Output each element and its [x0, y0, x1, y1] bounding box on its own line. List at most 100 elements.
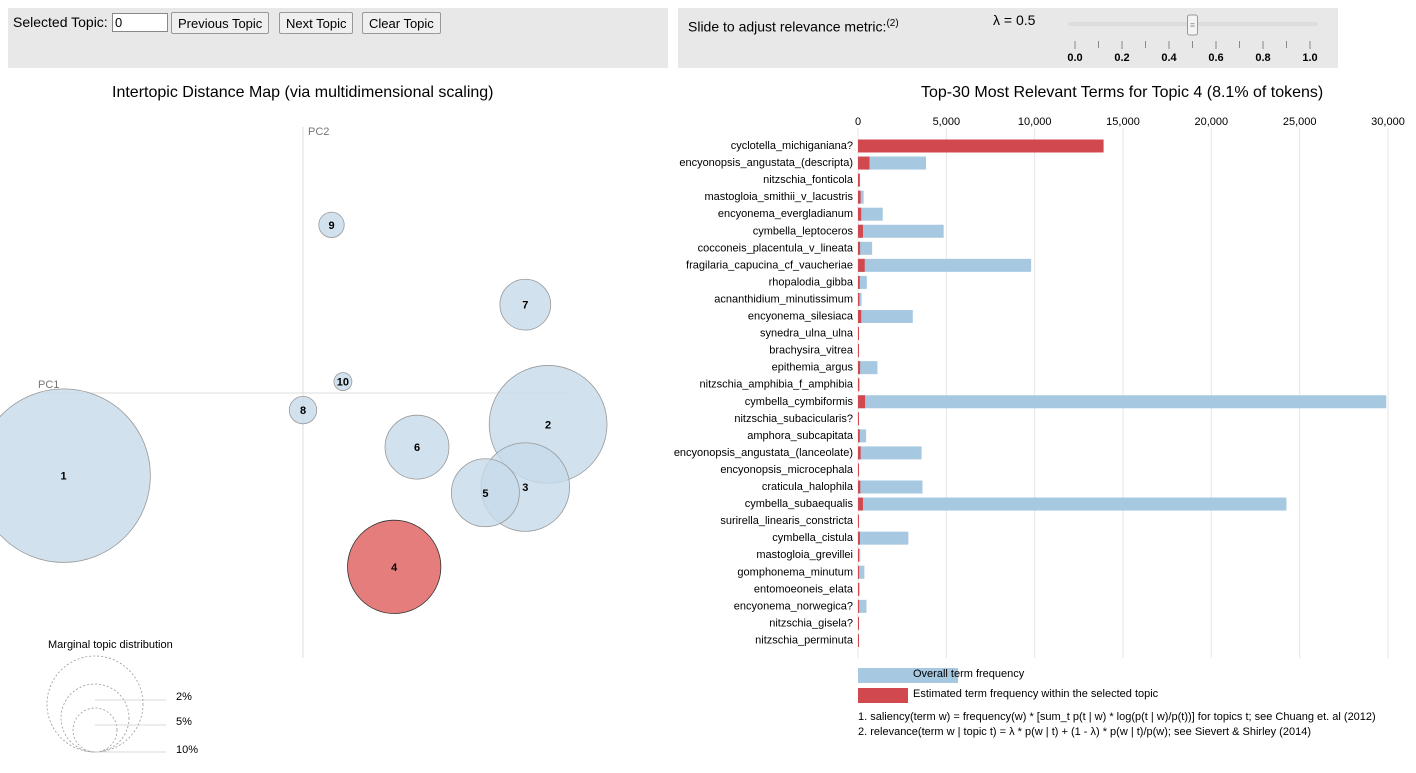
term-label[interactable]: synedra_ulna_ulna	[760, 328, 854, 340]
term-label[interactable]: encyonopsis_angustata_(descripta)	[679, 157, 853, 169]
topic-label-8: 8	[300, 405, 306, 417]
overall-frequency-bar	[858, 497, 1287, 511]
bar-chart-title: Top-30 Most Relevant Terms for Topic 4 (…	[921, 84, 1324, 101]
overall-frequency-bar	[858, 446, 922, 460]
term-label[interactable]: encyonema_norwegica?	[734, 600, 853, 612]
overall-frequency-bar	[858, 292, 862, 306]
topic-frequency-bar	[858, 548, 860, 562]
term-label[interactable]: epithemia_argus	[772, 362, 854, 374]
topic-frequency-bar	[858, 258, 865, 272]
selected-topic-input[interactable]	[112, 13, 168, 32]
term-label[interactable]: encyonema_silesiaca	[748, 311, 854, 323]
legend-overall-swatch	[858, 668, 958, 683]
slider-tick-label: 0.2	[1114, 52, 1129, 64]
relevance-footnote: (2)	[886, 18, 899, 29]
topic-circle-7[interactable]	[499, 278, 552, 331]
slider-tick-label: 0.0	[1067, 52, 1082, 64]
term-label[interactable]: brachysira_vitrea	[769, 345, 854, 357]
term-label[interactable]: encyonopsis_microcephala	[720, 464, 854, 476]
lambda-value: λ = 0.5	[993, 12, 1036, 28]
lambda-slider[interactable]: 0.0 0.2 0.4 0.6 0.8 1.0 ≡	[1067, 14, 1318, 64]
topic-circles[interactable]: 1 2 3 4 5 6 7 8 9 10	[0, 211, 608, 614]
relevance-note: 2. relevance(term w | topic t) = λ * p(w…	[858, 726, 1311, 738]
topic-frequency-bar	[858, 582, 859, 596]
term-label[interactable]: nitzschia_perminuta	[755, 634, 854, 646]
marginal-label: 5%	[176, 716, 192, 728]
topic-frequency-bar	[858, 395, 866, 409]
topic-frequency-bar	[858, 139, 1104, 153]
overall-frequency-bar	[858, 531, 909, 545]
term-label[interactable]: nitzschia_subacicularis?	[734, 413, 853, 425]
topic-circle-8[interactable]	[288, 395, 318, 425]
term-label[interactable]: cymbella_leptoceros	[753, 225, 854, 237]
term-label[interactable]: fragilaria_capucina_cf_vaucheriae	[686, 259, 853, 271]
topic-frequency-bar	[858, 207, 862, 221]
term-label[interactable]: rhopalodia_gibba	[769, 276, 854, 288]
topic-frequency-bar	[858, 446, 861, 460]
topic-frequency-bar	[858, 412, 859, 426]
x-tick-label: 20,000	[1195, 116, 1229, 128]
previous-topic-button[interactable]: Previous Topic	[171, 12, 270, 34]
topic-circle-9[interactable]	[318, 211, 345, 238]
term-label[interactable]: cocconeis_placentula_v_lineata	[698, 242, 854, 254]
overall-frequency-bar	[858, 241, 873, 255]
topic-frequency-bar	[858, 275, 860, 289]
term-label[interactable]: mastogloia_grevillei	[756, 549, 853, 561]
marginal-topic-distribution: Marginal topic distribution 2% 5% 10%	[46, 639, 198, 756]
topic-frequency-bar	[858, 241, 861, 255]
map-axes: PC2 PC1	[38, 126, 568, 658]
term-label[interactable]: nitzschia_gisela?	[769, 617, 853, 629]
term-label[interactable]: amphora_subcapitata	[747, 430, 854, 442]
term-label[interactable]: cymbella_cymbiformis	[745, 396, 854, 408]
slider-grip-icon: ≡	[1190, 20, 1195, 30]
term-label[interactable]: acnanthidium_minutissimum	[714, 293, 853, 305]
term-label[interactable]: nitzschia_amphibia_f_amphibia	[700, 379, 854, 391]
term-label[interactable]: entomoeoneis_elata	[754, 583, 854, 595]
term-label[interactable]: cyclotella_michiganiana?	[731, 140, 853, 152]
marginal-circle	[60, 683, 130, 753]
x-tick-label: 0	[855, 116, 861, 128]
term-label[interactable]: surirella_linearis_constricta	[720, 515, 854, 527]
topic-circle-1[interactable]	[0, 388, 151, 563]
overall-frequency-bar	[858, 599, 867, 613]
term-label[interactable]: nitzschia_fonticola	[763, 174, 854, 186]
topic-circle-5[interactable]	[450, 458, 520, 528]
topic-label-4: 4	[391, 562, 398, 574]
x-tick-label: 10,000	[1018, 116, 1052, 128]
selected-topic-label: Selected Topic:	[13, 14, 108, 30]
slider-tick-label: 0.6	[1208, 52, 1223, 64]
marginal-title: Marginal topic distribution	[48, 639, 173, 651]
term-label[interactable]: cymbella_subaequalis	[745, 498, 854, 510]
topic-frequency-bar	[858, 599, 860, 613]
topic-frequency-bar	[858, 480, 861, 494]
topic-label-5: 5	[482, 488, 488, 500]
topic-label-3: 3	[522, 482, 528, 494]
term-label[interactable]: encyonopsis_angustata_(lanceolate)	[674, 447, 853, 459]
topic-frequency-bar	[858, 190, 861, 204]
clear-topic-button[interactable]: Clear Topic	[362, 12, 441, 34]
topic-circle-6[interactable]	[384, 414, 450, 480]
topic-frequency-bar	[858, 497, 863, 511]
marginal-label: 2%	[176, 691, 192, 703]
marginal-circle	[72, 707, 118, 753]
overall-frequency-bar	[858, 224, 944, 238]
pc2-label: PC2	[308, 126, 329, 138]
slider-tick-label: 0.4	[1161, 52, 1177, 64]
topic-frequency-bar	[858, 361, 861, 375]
next-topic-button[interactable]: Next Topic	[279, 12, 354, 34]
term-label[interactable]: mastogloia_smithii_v_lacustris	[704, 191, 853, 203]
term-label[interactable]: gomphonema_minutum	[737, 566, 853, 578]
topic-label-6: 6	[414, 442, 420, 454]
topic-frequency-bar	[858, 173, 860, 187]
relevance-panel: Slide to adjust relevance metric:(2) λ =…	[678, 8, 1338, 68]
term-label[interactable]: cymbella_cistula	[772, 532, 854, 544]
topic-frequency-bar	[858, 310, 862, 323]
slider-tick-label: 0.8	[1255, 52, 1270, 64]
topic-circle-10[interactable]	[333, 372, 353, 391]
term-label[interactable]: encyonema_evergladianum	[718, 208, 853, 220]
topic-circle-4[interactable]	[347, 519, 442, 614]
topic-frequency-bar	[858, 565, 860, 579]
slider-handle[interactable]	[1187, 14, 1198, 36]
overall-frequency-bar	[858, 207, 883, 221]
term-label[interactable]: craticula_halophila	[762, 481, 854, 493]
